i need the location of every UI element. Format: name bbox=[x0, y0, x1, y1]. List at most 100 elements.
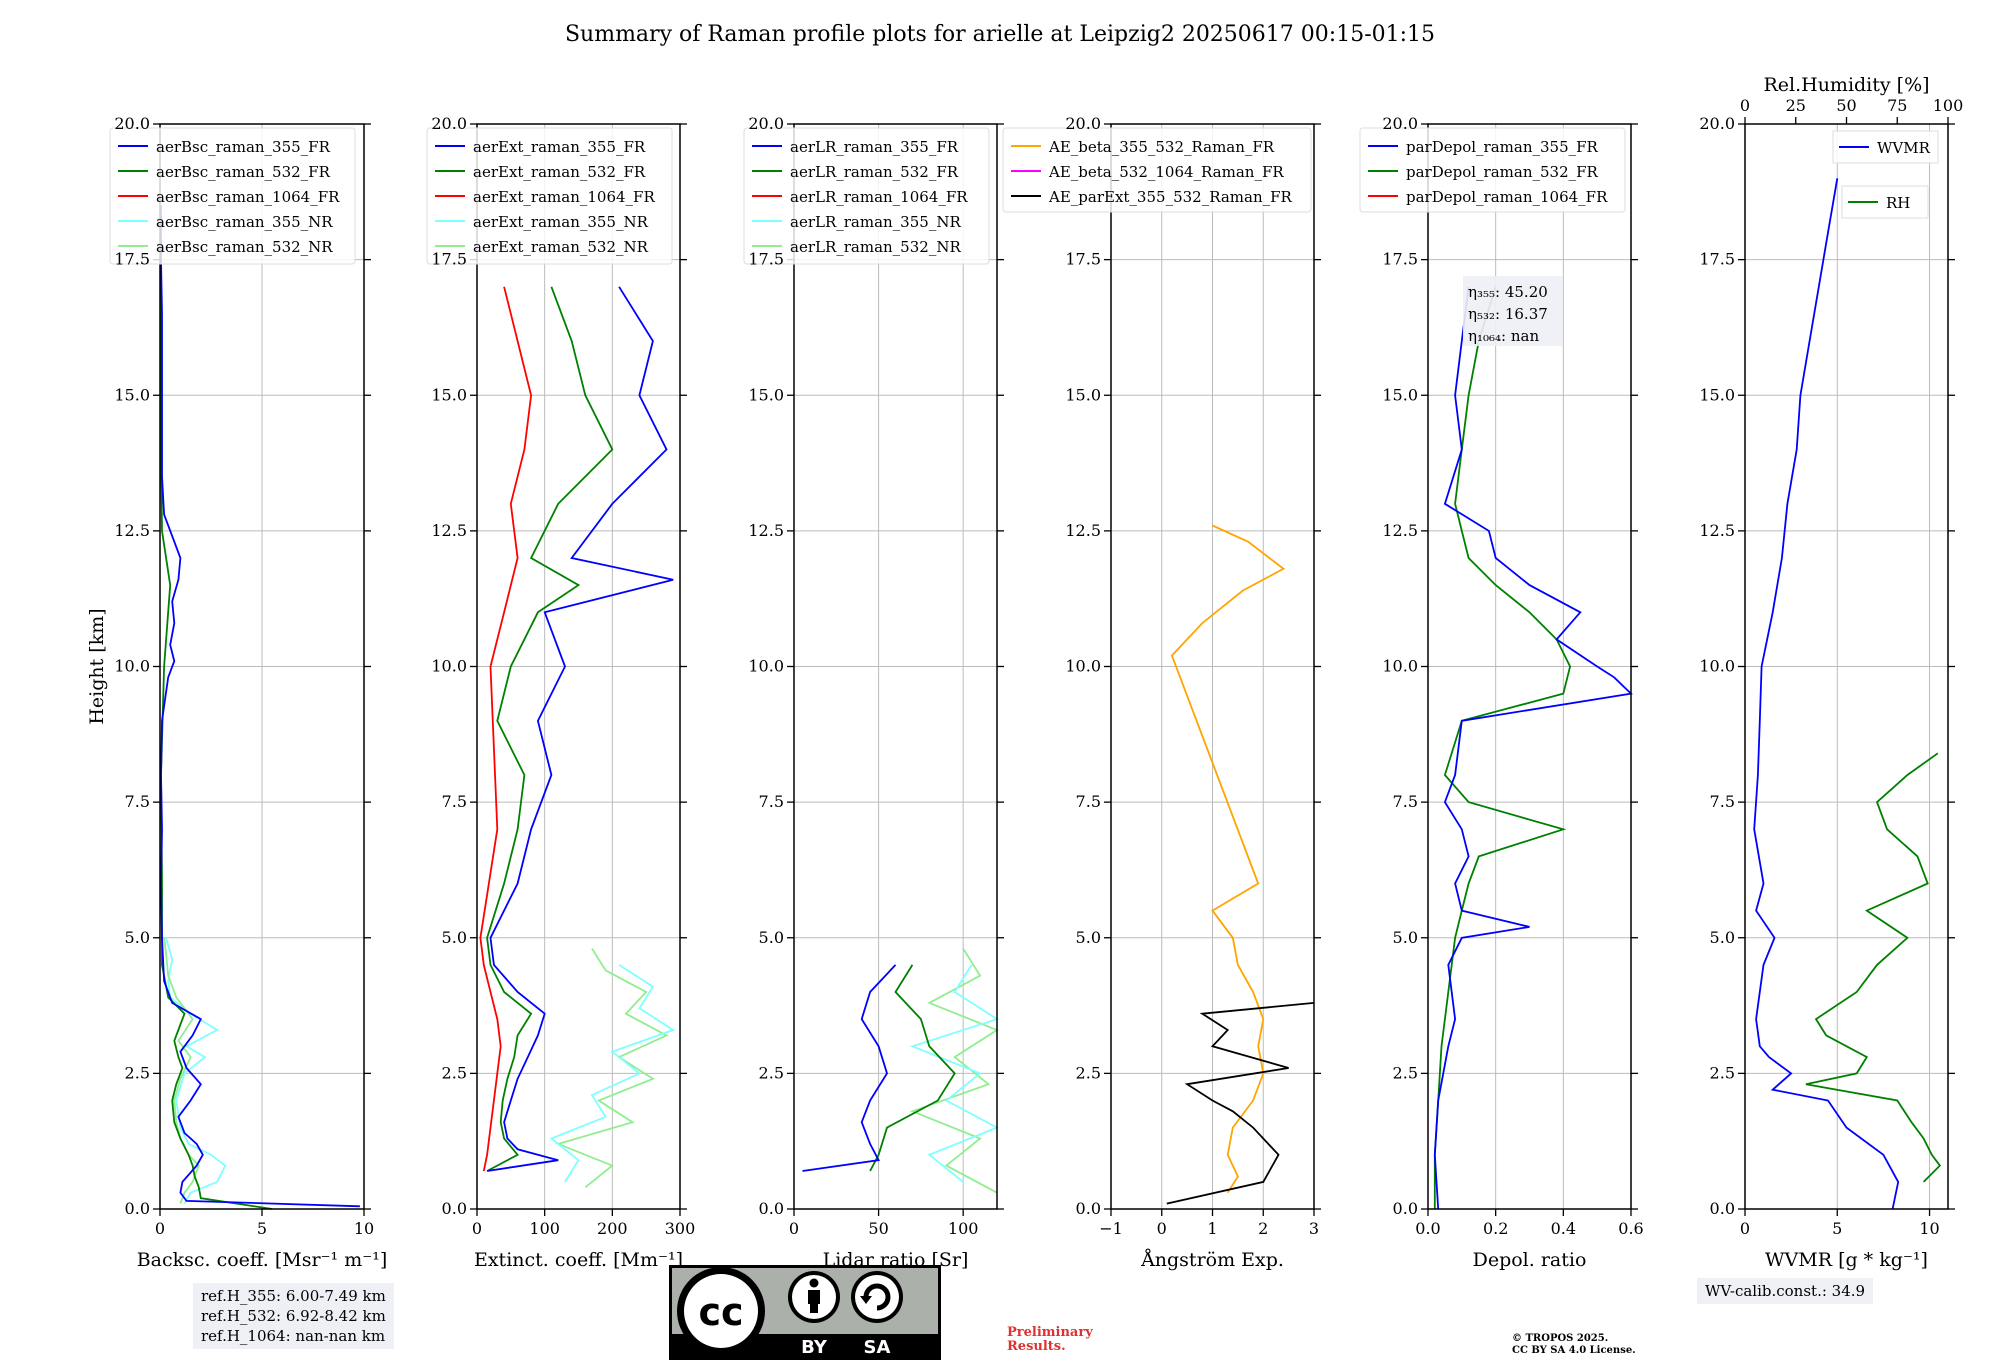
wv-ytick-label-3: 7.5 bbox=[1710, 792, 1735, 811]
lr-ytick-label-4: 10.0 bbox=[748, 657, 784, 676]
preliminary-note: Preliminary Results. bbox=[1007, 1326, 1093, 1354]
ae-ytick-label-4: 10.0 bbox=[1065, 657, 1101, 676]
ext-series-aerExt_raman_355_NR bbox=[549, 964, 676, 1183]
ext-legend-label-4: aerExt_raman_532_NR bbox=[473, 238, 649, 256]
ae-legend-box bbox=[1002, 127, 1312, 213]
ext-ytick-label-0: 0.0 bbox=[442, 1199, 467, 1218]
by-person-head bbox=[809, 1278, 819, 1288]
lr-series-aerLR_raman_532_NR bbox=[909, 948, 999, 1194]
ae-ytick-label-6: 15.0 bbox=[1065, 385, 1101, 404]
ae-xtick-label-4: 3 bbox=[1309, 1219, 1319, 1238]
wv-xlabel: WVMR [g * kg⁻¹] bbox=[1765, 1249, 1928, 1271]
panel-bsc bbox=[109, 123, 371, 1216]
bsc-ytick-label-0: 0.0 bbox=[125, 1199, 150, 1218]
ae-ytick-label-7: 17.5 bbox=[1065, 250, 1101, 269]
ext-series-aerExt_raman_532_NR bbox=[555, 948, 669, 1189]
wv-xtick-label-1: 5 bbox=[1832, 1219, 1842, 1238]
ae-ytick-label-5: 12.5 bbox=[1065, 521, 1101, 540]
wv-ytick-label-1: 2.5 bbox=[1710, 1063, 1735, 1082]
depol-eta-2: η₁₀₆₄: nan bbox=[1468, 327, 1539, 345]
wv-toplabel: Rel.Humidity [%] bbox=[1763, 74, 1929, 96]
ref-h-532: ref.H_532: 6.92-8.42 km bbox=[201, 1307, 386, 1325]
lr-legend-label-4: aerLR_raman_532_NR bbox=[790, 238, 961, 256]
bsc-ytick-label-6: 15.0 bbox=[114, 385, 150, 404]
ext-series-aerExt_raman_355_FR bbox=[486, 286, 674, 1172]
ae-ytick-label-1: 2.5 bbox=[1076, 1063, 1101, 1082]
copyright-note: © TROPOS 2025. CC BY SA 4.0 License. bbox=[1512, 1333, 1636, 1357]
panel-ext bbox=[426, 123, 687, 1216]
lr-legend-label-3: aerLR_raman_355_NR bbox=[790, 213, 961, 231]
lr-ytick-label-0: 0.0 bbox=[759, 1199, 784, 1218]
ref-h-355: ref.H_355: 6.00-7.49 km bbox=[201, 1287, 386, 1305]
wv-ytick-label-7: 17.5 bbox=[1699, 250, 1735, 269]
wv-ytick-label-2: 5.0 bbox=[1710, 928, 1735, 947]
depol-series-parDepol_raman_532_FR bbox=[1433, 286, 1572, 1209]
depol-legend-label-2: parDepol_raman_1064_FR bbox=[1406, 188, 1608, 206]
depol-legend-label-1: parDepol_raman_532_FR bbox=[1406, 163, 1599, 181]
ae-xtick-label-0: −1 bbox=[1099, 1219, 1123, 1238]
wv-series-WVMR bbox=[1753, 178, 1900, 1210]
bsc-ytick-label-1: 2.5 bbox=[125, 1063, 150, 1082]
depol-xtick-label-0: 0.0 bbox=[1415, 1219, 1440, 1238]
ext-legend-label-2: aerExt_raman_1064_FR bbox=[473, 188, 655, 206]
bsc-ytick-label-7: 17.5 bbox=[114, 250, 150, 269]
sa-icon-arrow bbox=[860, 1296, 872, 1304]
ae-xlabel: Ångström Exp. bbox=[1140, 1249, 1284, 1271]
lr-legend-box bbox=[743, 127, 990, 265]
panel-lr bbox=[743, 123, 1004, 1216]
bsc-legend-label-2: aerBsc_raman_1064_FR bbox=[156, 188, 340, 206]
lr-ytick-label-2: 5.0 bbox=[759, 928, 784, 947]
lr-legend-label-0: aerLR_raman_355_FR bbox=[790, 138, 959, 156]
ae-series-AE_beta_355_532_Raman_FR bbox=[1170, 524, 1286, 1194]
depol-ytick-label-7: 17.5 bbox=[1382, 250, 1418, 269]
bsc-ytick-label-2: 5.0 bbox=[125, 928, 150, 947]
copyright-line-2: CC BY SA 4.0 License. bbox=[1512, 1345, 1636, 1356]
bsc-legend-box bbox=[109, 127, 356, 265]
ext-xtick-label-0: 0 bbox=[472, 1219, 482, 1238]
depol-ytick-label-0: 0.0 bbox=[1393, 1199, 1418, 1218]
ae-xtick-label-2: 1 bbox=[1207, 1219, 1217, 1238]
ext-xtick-label-1: 100 bbox=[529, 1219, 560, 1238]
depol-ytick-label-2: 5.0 bbox=[1393, 928, 1418, 947]
depol-ytick-label-6: 15.0 bbox=[1382, 385, 1418, 404]
wv-legend-label-0: WVMR bbox=[1877, 139, 1931, 157]
depol-series-parDepol_raman_355_FR bbox=[1433, 286, 1633, 1210]
depol-ytick-label-8: 20.0 bbox=[1382, 114, 1418, 133]
bsc-legend-label-1: aerBsc_raman_532_FR bbox=[156, 163, 331, 181]
wv-toptick-label-1: 25 bbox=[1786, 96, 1806, 115]
cc-inner-circle bbox=[684, 1274, 758, 1348]
copyright-line-1: © TROPOS 2025. bbox=[1512, 1333, 1609, 1344]
ext-ytick-label-2: 5.0 bbox=[442, 928, 467, 947]
depol-ytick-label-5: 12.5 bbox=[1382, 521, 1418, 540]
depol-legend-label-0: parDepol_raman_355_FR bbox=[1406, 138, 1599, 156]
lr-ytick-label-3: 7.5 bbox=[759, 792, 784, 811]
ext-xlabel: Extinct. coeff. [Mm⁻¹] bbox=[474, 1249, 683, 1271]
ext-ytick-label-8: 20.0 bbox=[431, 114, 467, 133]
lr-legend-label-1: aerLR_raman_532_FR bbox=[790, 163, 959, 181]
bsc-series-aerBsc_raman_355_NR bbox=[165, 937, 227, 1205]
panel-wv bbox=[1738, 117, 1955, 1216]
wv-toptick-label-2: 50 bbox=[1836, 96, 1856, 115]
ext-legend-box bbox=[426, 127, 673, 265]
ext-ytick-label-7: 17.5 bbox=[431, 250, 467, 269]
ext-legend-label-1: aerExt_raman_532_FR bbox=[473, 163, 646, 181]
bsc-series-aerBsc_raman_355_FR bbox=[160, 205, 360, 1208]
depol-ytick-label-1: 2.5 bbox=[1393, 1063, 1418, 1082]
ae-ytick-label-3: 7.5 bbox=[1076, 792, 1101, 811]
bsc-series-aerBsc_raman_532_FR bbox=[159, 232, 273, 1210]
preliminary-line-1: Preliminary bbox=[1007, 1325, 1093, 1340]
ae-series-AE_parExt_355_532_Raman_FR bbox=[1166, 1002, 1315, 1205]
wv-ytick-label-5: 12.5 bbox=[1699, 521, 1735, 540]
ext-xtick-label-3: 300 bbox=[665, 1219, 696, 1238]
lr-ytick-label-1: 2.5 bbox=[759, 1063, 784, 1082]
lr-series-aerLR_raman_355_NR bbox=[909, 964, 1000, 1183]
sa-inner-circle bbox=[855, 1275, 899, 1319]
wv-ytick-label-4: 10.0 bbox=[1699, 657, 1735, 676]
depol-xlabel: Depol. ratio bbox=[1473, 1249, 1587, 1271]
bsc-xtick-label-0: 0 bbox=[155, 1219, 165, 1238]
ae-ytick-label-8: 20.0 bbox=[1065, 114, 1101, 133]
depol-eta-1: η₅₃₂: 16.37 bbox=[1468, 305, 1548, 323]
ext-legend-label-0: aerExt_raman_355_FR bbox=[473, 138, 646, 156]
ext-ytick-label-3: 7.5 bbox=[442, 792, 467, 811]
